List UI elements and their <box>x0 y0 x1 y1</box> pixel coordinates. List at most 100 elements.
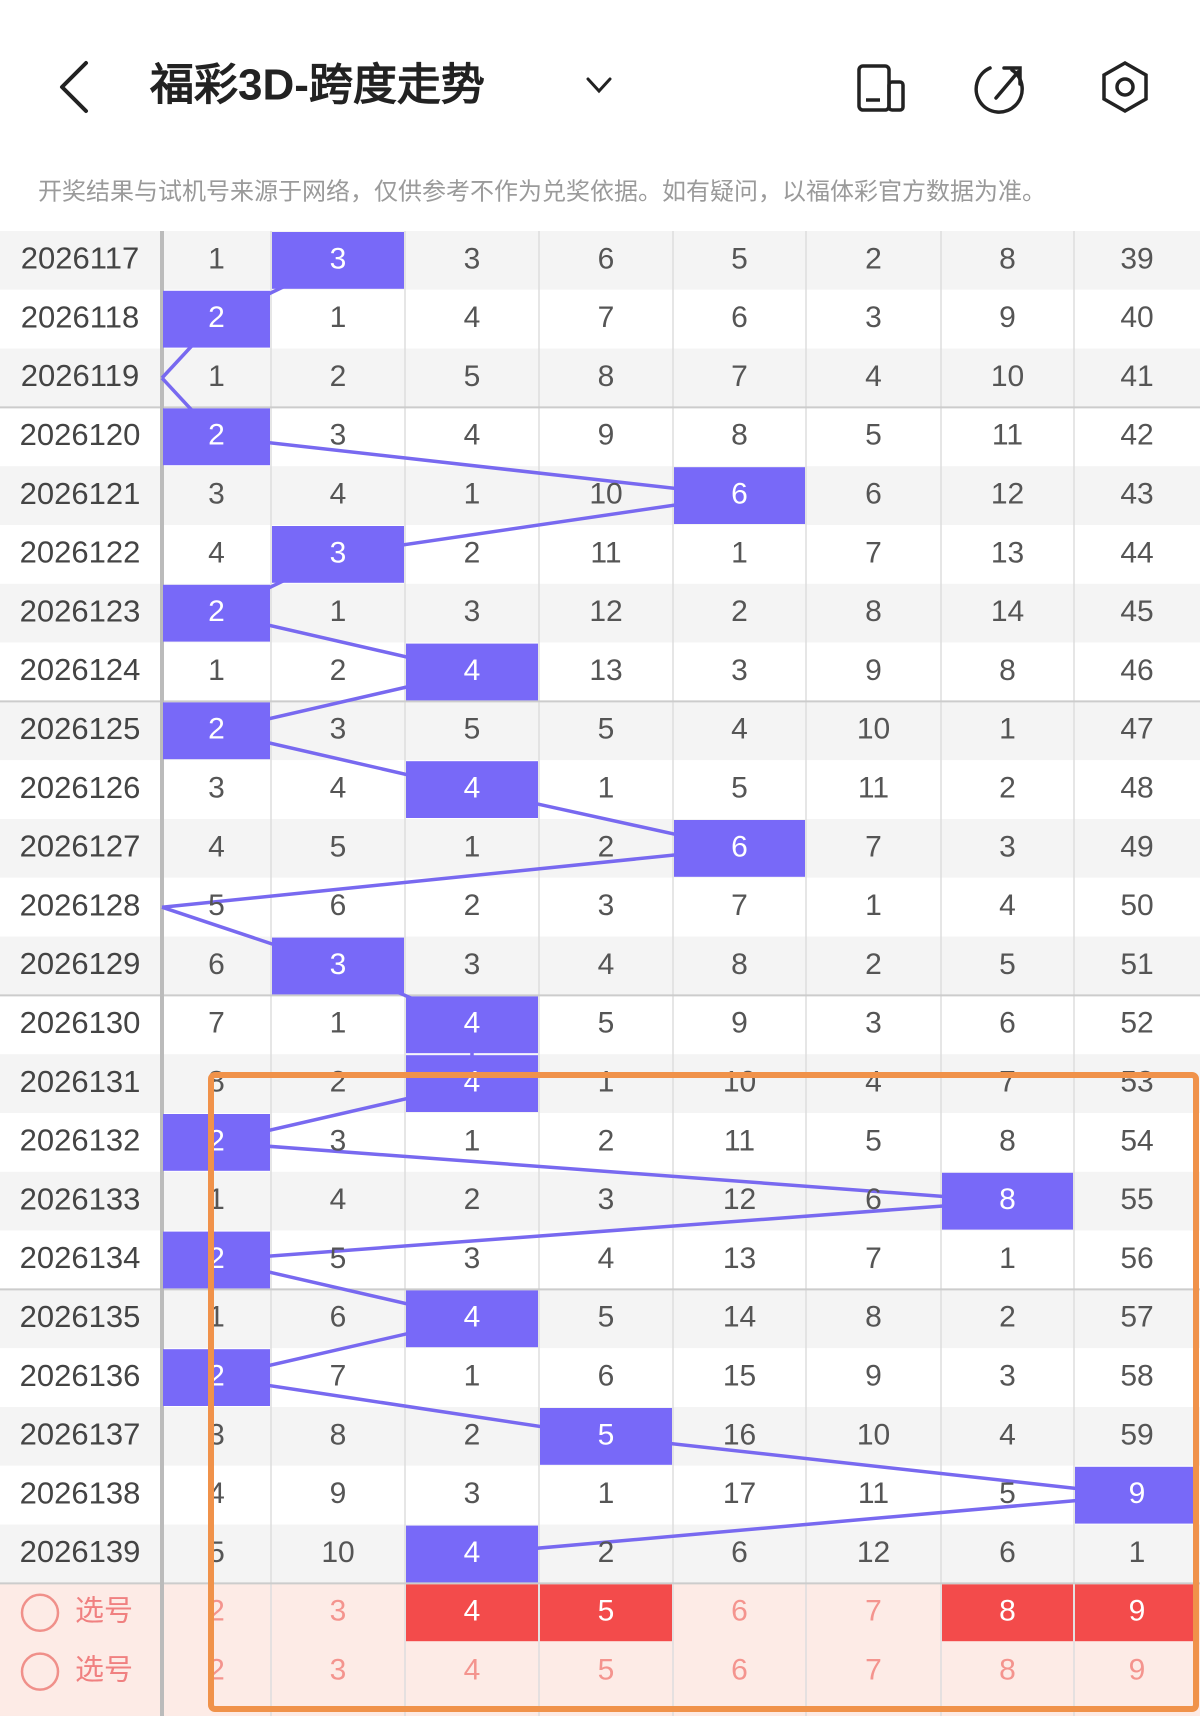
back-button[interactable] <box>60 61 88 113</box>
omission-value: 5 <box>464 713 481 746</box>
omission-value: 2 <box>598 1124 615 1157</box>
select-number[interactable]: 3 <box>330 1654 347 1687</box>
highlight-frame <box>208 1072 1199 1712</box>
omission-value: 1 <box>598 1066 615 1099</box>
omission-value: 3 <box>330 419 347 452</box>
select-number[interactable]: 4 <box>464 1654 481 1687</box>
omission-value: 2 <box>865 948 882 981</box>
omission-value: 8 <box>999 242 1016 275</box>
omission-value: 2 <box>464 536 481 569</box>
row-bg <box>0 231 1200 290</box>
settings-icon[interactable] <box>1102 60 1148 114</box>
hit-value: 3 <box>330 536 347 569</box>
select-number[interactable]: 7 <box>865 1654 882 1687</box>
select-number[interactable]: 6 <box>731 1595 748 1628</box>
select-number[interactable]: 5 <box>598 1595 615 1628</box>
hit-value: 3 <box>330 948 347 981</box>
share-icon[interactable] <box>974 66 1024 114</box>
omission-value: 8 <box>999 1124 1016 1157</box>
period: 2026123 <box>20 593 141 628</box>
omission-value: 54 <box>1120 1124 1153 1157</box>
omission-value: 45 <box>1120 595 1153 628</box>
layout-icon[interactable] <box>857 64 905 112</box>
hit-cell <box>406 996 538 1054</box>
select-radio[interactable] <box>20 1593 60 1633</box>
period: 2026134 <box>20 1240 141 1275</box>
omission-value: 1 <box>598 1477 615 1510</box>
omission-value: 9 <box>330 1477 347 1510</box>
omission-value: 12 <box>991 478 1024 511</box>
omission-value: 3 <box>731 654 748 687</box>
period: 2026126 <box>20 770 141 805</box>
omission-value: 4 <box>464 419 481 452</box>
omission-value: 13 <box>991 536 1024 569</box>
hit-value: 6 <box>731 830 748 863</box>
select-number[interactable]: 8 <box>999 1654 1016 1687</box>
omission-value: 5 <box>598 713 615 746</box>
omission-value: 8 <box>731 948 748 981</box>
select-number[interactable]: 6 <box>731 1654 748 1687</box>
omission-value: 4 <box>464 301 481 334</box>
hit-value: 4 <box>464 1007 481 1040</box>
select-label: 选号 <box>75 1653 133 1686</box>
omission-value: 8 <box>999 654 1016 687</box>
omission-value: 12 <box>723 1183 756 1216</box>
select-number[interactable]: 7 <box>865 1595 882 1628</box>
omission-value: 49 <box>1120 830 1153 863</box>
row-bg <box>0 877 1200 937</box>
trend-line <box>471 1493 1138 1556</box>
hit-cell <box>163 1114 270 1171</box>
omission-value: 2 <box>999 772 1016 805</box>
omission-value: 1 <box>999 1242 1016 1275</box>
omission-value: 9 <box>999 301 1016 334</box>
omission-value: 2 <box>464 889 481 922</box>
select-number[interactable]: 5 <box>598 1654 615 1687</box>
omission-value: 50 <box>1120 889 1153 922</box>
omission-value: 4 <box>208 830 225 863</box>
select-number[interactable]: 8 <box>999 1595 1016 1628</box>
omission-value: 2 <box>330 654 347 687</box>
hit-value: 2 <box>208 713 225 746</box>
omission-value: 7 <box>330 1360 347 1393</box>
omission-value: 7 <box>865 830 882 863</box>
select-number[interactable]: 9 <box>1129 1654 1146 1687</box>
trend-line <box>337 493 740 557</box>
omission-value: 55 <box>1120 1183 1153 1216</box>
omission-value: 44 <box>1120 536 1153 569</box>
select-radio[interactable] <box>20 1652 60 1691</box>
omission-value: 8 <box>865 595 882 628</box>
omission-value: 11 <box>858 772 889 805</box>
omission-value: 6 <box>865 478 882 511</box>
period: 2026119 <box>21 358 139 393</box>
hit-cell <box>163 584 270 642</box>
omission-value: 1 <box>464 830 481 863</box>
row-bg <box>0 525 1200 584</box>
omission-value: 1 <box>208 654 225 687</box>
omission-value: 2 <box>999 1301 1016 1334</box>
select-number[interactable]: 3 <box>330 1595 347 1628</box>
omission-value: 9 <box>865 654 882 687</box>
select-number[interactable]: 9 <box>1129 1595 1146 1628</box>
hit-value: 9 <box>1129 1477 1146 1510</box>
hit-cell <box>540 1408 672 1465</box>
omission-value: 3 <box>999 1360 1016 1393</box>
select-number[interactable]: 4 <box>464 1595 481 1628</box>
selected-cell <box>406 1584 538 1642</box>
omission-value: 8 <box>598 360 615 393</box>
omission-value: 5 <box>731 772 748 805</box>
omission-value: 2 <box>598 830 615 863</box>
omission-value: 3 <box>464 1242 481 1275</box>
omission-value: 10 <box>857 713 890 746</box>
hit-value: 4 <box>464 1301 481 1334</box>
hit-cell <box>272 937 404 995</box>
period: 2026136 <box>20 1358 141 1393</box>
selected-cell <box>540 1584 672 1642</box>
omission-value: 1 <box>464 1124 481 1157</box>
title-dropdown[interactable] <box>586 77 612 94</box>
omission-value: 6 <box>598 1360 615 1393</box>
hit-value: 4 <box>464 1066 481 1099</box>
omission-value: 1 <box>999 713 1016 746</box>
omission-value: 15 <box>723 1360 756 1393</box>
omission-value: 6 <box>208 948 225 981</box>
